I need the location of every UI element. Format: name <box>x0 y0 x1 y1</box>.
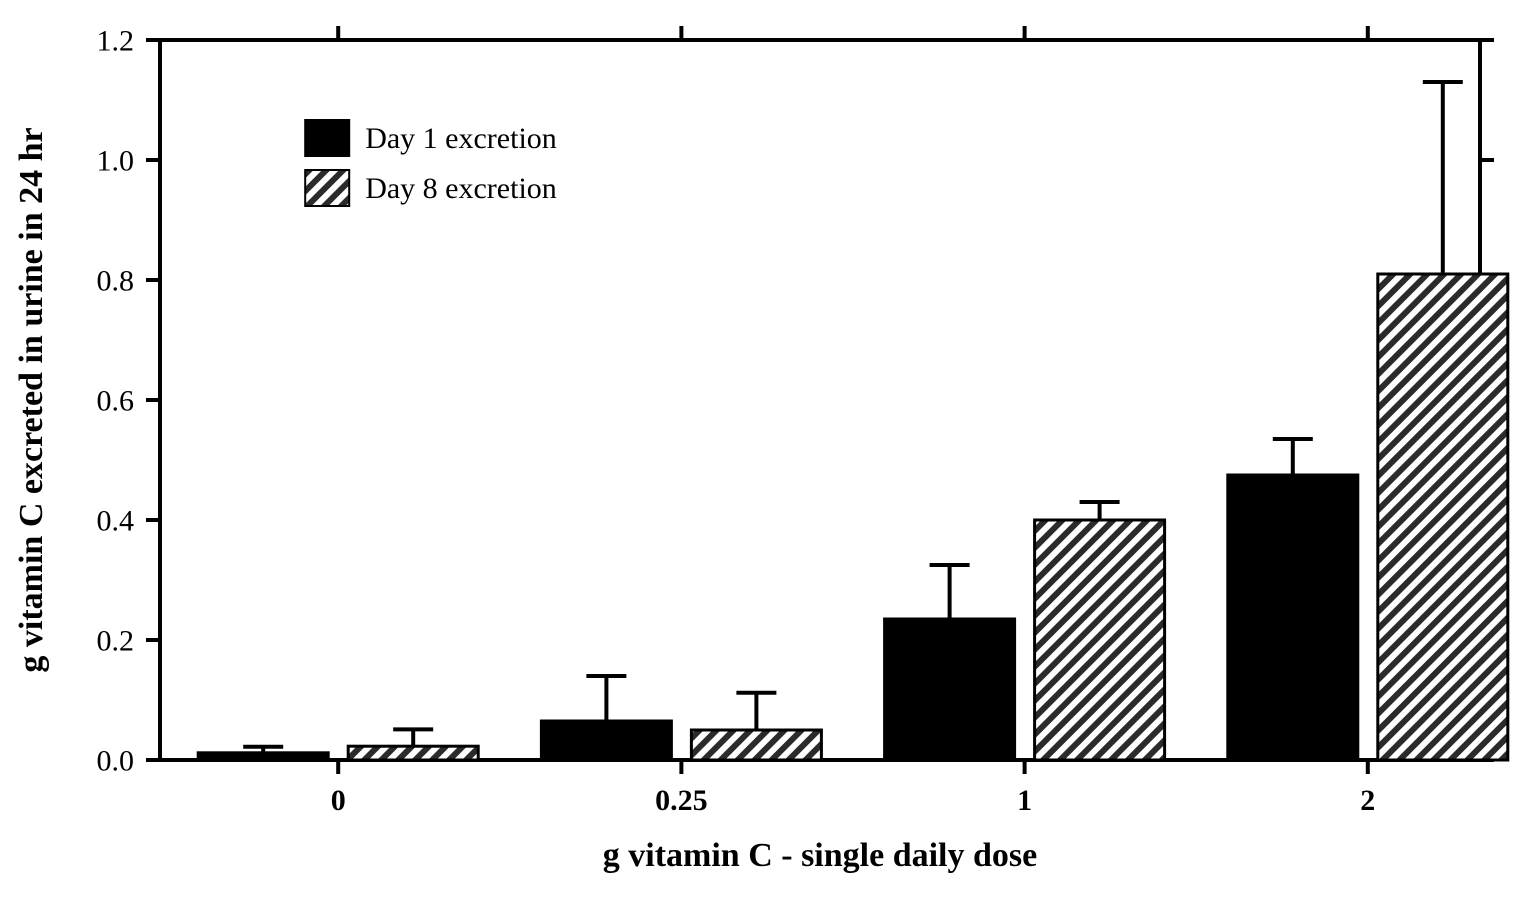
bar <box>885 619 1015 760</box>
bar <box>541 721 671 760</box>
x-axis-label: g vitamin C - single daily dose <box>603 837 1037 874</box>
bar <box>1228 475 1358 760</box>
y-tick-label: 1.0 <box>97 145 135 178</box>
y-tick-label: 0.0 <box>97 745 135 778</box>
legend-swatch <box>305 120 349 156</box>
legend-swatch <box>305 170 349 206</box>
x-tick-label: 0.25 <box>655 784 708 817</box>
y-tick-label: 0.8 <box>97 265 135 298</box>
chart-svg: 0.0 0.2 0.4 0.6 0.8 1.0 1.2 0 0.25 1 2 g vitamin C … <box>0 0 1530 905</box>
x-tick-label: 1 <box>1017 784 1032 817</box>
bar <box>691 730 821 760</box>
y-axis-label: g vitamin C excreted in urine in 24 hr <box>13 127 50 672</box>
y-tick-label: 0.6 <box>97 385 135 418</box>
bar <box>1035 520 1165 760</box>
vitamin-c-bar-chart: 0.0 0.2 0.4 0.6 0.8 1.0 1.2 0 0.25 1 2 g vitamin C … <box>0 0 1530 905</box>
y-tick-label: 0.4 <box>97 505 135 538</box>
y-tick-label: 1.2 <box>97 25 135 58</box>
bar <box>1378 274 1508 760</box>
y-tick-label: 0.2 <box>97 625 135 658</box>
bar <box>348 746 478 760</box>
bar <box>198 753 328 760</box>
legend-label: Day 1 excretion <box>365 122 557 155</box>
x-tick-label: 0 <box>331 784 346 817</box>
x-tick-label: 2 <box>1360 784 1375 817</box>
legend-label: Day 8 excretion <box>365 172 557 205</box>
